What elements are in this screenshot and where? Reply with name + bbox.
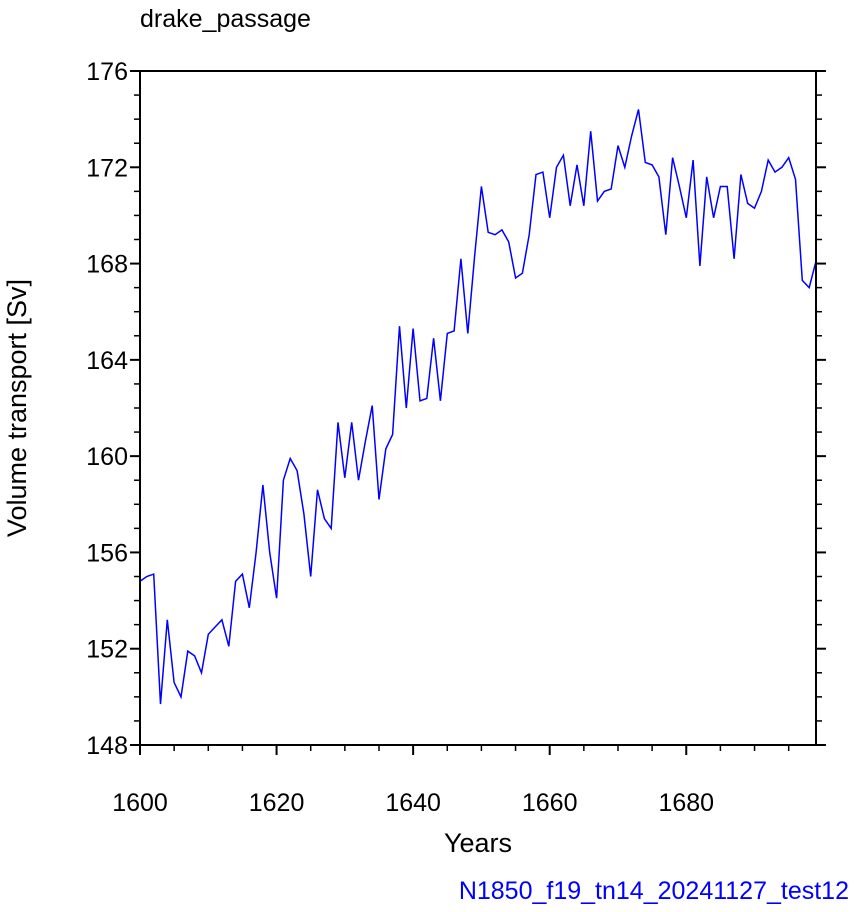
y-axis-ticks: 148 152 156 160 164 168 172 176: [86, 58, 826, 760]
y-tick-label: 148: [86, 732, 128, 760]
y-tick-label: 168: [86, 251, 128, 279]
case-name-label: N1850_f19_tn14_20241127_test12: [459, 877, 849, 905]
y-axis-label: Volume transport [Sv]: [2, 279, 32, 537]
y-tick-label: 152: [86, 636, 128, 664]
x-tick-label: 1620: [249, 789, 305, 817]
x-tick-label: 1600: [112, 789, 168, 817]
series-line-volume-transport: [139, 109, 817, 705]
y-tick-label: 164: [86, 347, 128, 375]
x-tick-label: 1660: [522, 789, 578, 817]
y-tick-label: 176: [86, 58, 128, 86]
x-axis-ticks: 1600 1620 1640 1660 1680: [112, 745, 790, 817]
chart-title: drake_passage: [140, 5, 311, 33]
x-tick-label: 1640: [385, 789, 441, 817]
y-tick-label: 156: [86, 539, 128, 567]
x-axis-label: Years: [444, 828, 512, 858]
x-tick-label: 1680: [658, 789, 714, 817]
plot-frame: [139, 70, 817, 746]
y-tick-label: 160: [86, 443, 128, 471]
y-tick-label: 172: [86, 154, 128, 182]
